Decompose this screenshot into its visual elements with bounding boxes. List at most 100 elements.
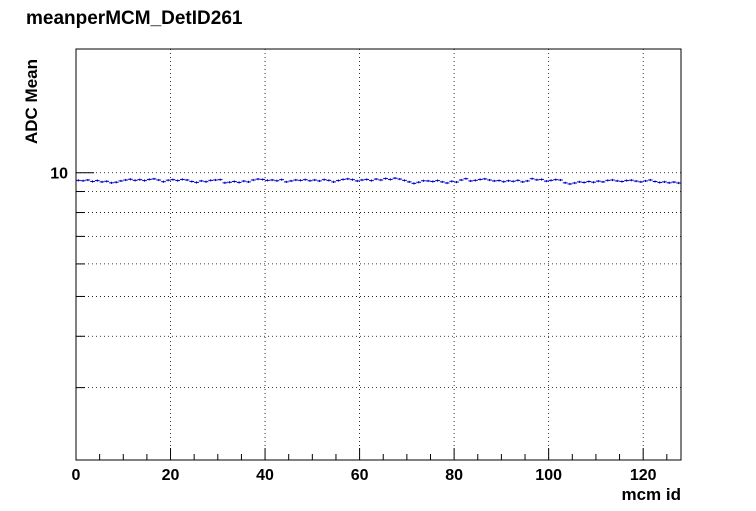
data-point — [539, 178, 544, 181]
data-point — [227, 181, 232, 184]
data-point — [629, 179, 634, 182]
chart-title: meanperMCM_DetID261 — [26, 8, 243, 29]
data-point — [137, 178, 143, 181]
data-point — [525, 179, 530, 183]
data-point — [548, 179, 554, 182]
data-point — [298, 179, 303, 182]
data-point — [435, 179, 440, 182]
data-point — [614, 179, 620, 183]
data-point — [184, 178, 190, 182]
data-point — [80, 179, 86, 182]
data-point — [543, 180, 549, 183]
data-point — [142, 179, 147, 182]
data-point — [151, 177, 157, 181]
data-point — [127, 178, 133, 181]
y-tick-label: 10 — [50, 166, 68, 183]
data-point — [595, 180, 601, 183]
data-point — [591, 181, 596, 184]
x-tick-label: 20 — [162, 467, 180, 484]
data-point — [624, 179, 630, 182]
data-point — [487, 178, 492, 182]
data-point — [170, 178, 176, 181]
x-tick-label: 80 — [445, 467, 463, 484]
data-point — [406, 180, 412, 184]
data-point — [529, 177, 535, 180]
data-point — [676, 181, 681, 185]
data-point — [118, 179, 124, 183]
data-point — [562, 181, 568, 184]
data-point — [458, 178, 464, 182]
data-point — [146, 178, 152, 181]
data-point — [373, 177, 379, 181]
data-point — [383, 177, 388, 180]
data-point — [378, 178, 384, 182]
data-point — [113, 181, 119, 184]
data-point — [217, 178, 223, 181]
data-point — [581, 181, 587, 184]
data-point — [222, 181, 228, 184]
data-point — [250, 178, 256, 182]
data-point — [265, 179, 270, 182]
data-point — [236, 181, 242, 184]
data-point — [123, 178, 128, 182]
data-point — [354, 179, 360, 183]
data-point — [633, 180, 639, 183]
data-point — [161, 180, 166, 183]
data-point — [421, 179, 426, 182]
data-point — [279, 178, 284, 181]
data-point — [496, 179, 502, 182]
data-point — [345, 177, 351, 181]
data-point — [340, 178, 346, 181]
data-point — [269, 178, 275, 182]
data-point — [397, 177, 403, 181]
data-point — [558, 178, 563, 182]
data-point — [577, 180, 582, 184]
data-point — [444, 181, 450, 185]
data-point — [156, 178, 162, 182]
data-point — [657, 181, 663, 184]
data-point — [425, 179, 431, 183]
data-point — [321, 178, 327, 181]
data-point — [416, 181, 422, 184]
data-point — [359, 178, 365, 182]
data-point — [586, 180, 592, 183]
data-point — [491, 179, 497, 183]
data-point — [430, 180, 436, 183]
tick-layer: 0 20 40 60 80 100 120 10 — [50, 166, 668, 484]
data-point — [335, 179, 341, 182]
data-point — [246, 180, 251, 184]
data-point — [231, 180, 237, 183]
grid-layer — [76, 49, 681, 460]
data-point — [520, 180, 526, 184]
data-point — [189, 180, 195, 183]
data-point — [175, 179, 180, 182]
data-point — [307, 179, 313, 182]
data-point — [666, 181, 672, 184]
data-point — [326, 179, 332, 182]
data-point — [652, 180, 658, 183]
data-point — [610, 178, 615, 182]
x-tick-label: 120 — [630, 467, 657, 484]
data-point — [85, 178, 91, 182]
data-point — [194, 181, 199, 184]
data-point — [402, 179, 407, 182]
data-point — [647, 178, 653, 182]
data-point — [477, 178, 483, 181]
data-point — [274, 179, 280, 182]
data-point — [387, 178, 393, 181]
data-point — [619, 180, 625, 183]
data-point — [317, 179, 322, 183]
data-point — [255, 177, 261, 181]
data-point — [439, 180, 445, 184]
data-point — [553, 178, 559, 181]
x-axis-label: mcm id — [621, 485, 681, 504]
data-point — [94, 179, 100, 182]
data-point — [76, 179, 81, 182]
data-point — [534, 178, 540, 181]
data-point — [501, 180, 507, 183]
x-tick-label: 40 — [256, 467, 274, 484]
data-point — [90, 180, 95, 183]
data-point — [331, 180, 336, 184]
